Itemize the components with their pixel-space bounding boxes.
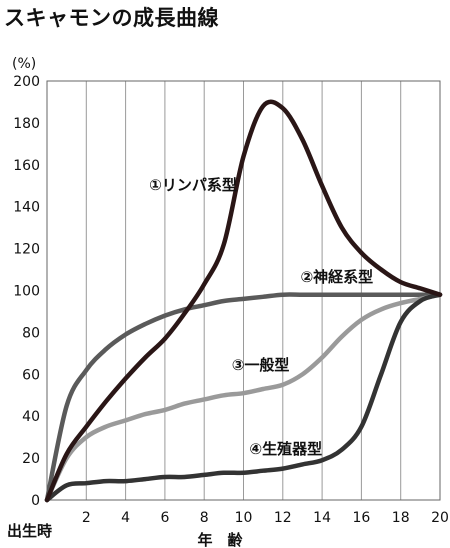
grid xyxy=(85,81,402,500)
series-label-3: ③一般型 xyxy=(232,356,290,374)
plot-frame xyxy=(46,80,441,501)
series-annotations: ①リンパ系型 ②神経系型 ③一般型 ④生殖器型 xyxy=(149,176,373,458)
y-tick-label: 200 xyxy=(13,74,40,90)
series-line-1 xyxy=(44,99,443,503)
series-label-4: ④生殖器型 xyxy=(249,440,322,458)
x-tick-label: 10 xyxy=(235,510,253,526)
y-tick-label: 140 xyxy=(13,200,40,216)
y-tick-label: 20 xyxy=(22,451,40,467)
x-tick-label: 12 xyxy=(274,510,292,526)
x-tick-label: 14 xyxy=(313,510,331,526)
x-tick-label: 18 xyxy=(392,510,410,526)
y-tick-label: 160 xyxy=(13,158,40,174)
y-tick-labels: 0 20 40 60 80 100 120 140 160 180 200 xyxy=(13,74,40,509)
y-tick-label: 100 xyxy=(13,284,40,300)
y-tick-label: 80 xyxy=(22,325,40,341)
y-tick-label: 60 xyxy=(22,367,40,383)
y-tick-label: 40 xyxy=(22,409,40,425)
x-tick-label: 2 xyxy=(82,510,91,526)
series-line-3 xyxy=(44,292,443,503)
x-tick-label: 16 xyxy=(352,510,370,526)
series-line-2 xyxy=(44,292,443,503)
x-tick-label: 4 xyxy=(121,510,130,526)
x-tick-label: 6 xyxy=(160,510,169,526)
chart-title: スキャモンの成長曲線 xyxy=(4,6,219,30)
series-label-1: ①リンパ系型 xyxy=(149,176,237,194)
x-axis-label: 年 齢 xyxy=(197,531,243,548)
y-axis-label: (%) xyxy=(12,56,36,72)
y-tick-label: 0 xyxy=(31,493,40,509)
x-origin-label: 出生時 xyxy=(7,522,52,540)
x-tick-labels: 2 4 6 8 10 12 14 16 18 20 xyxy=(82,510,449,526)
series-line-4 xyxy=(44,292,443,503)
series-lines xyxy=(44,99,443,503)
series-label-2: ②神経系型 xyxy=(300,268,373,286)
x-tick-label: 8 xyxy=(200,510,209,526)
x-tick-label: 20 xyxy=(431,510,449,526)
y-tick-label: 120 xyxy=(13,242,40,258)
y-tick-label: 180 xyxy=(13,116,40,132)
